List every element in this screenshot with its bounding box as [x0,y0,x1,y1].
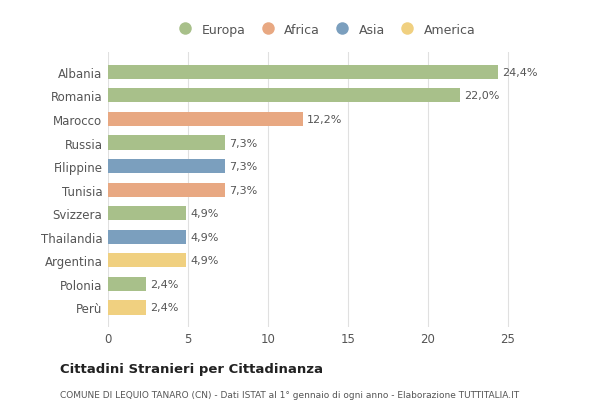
Text: 4,9%: 4,9% [190,256,219,266]
Text: 4,9%: 4,9% [190,232,219,242]
Bar [108,254,187,268]
Text: 2,4%: 2,4% [151,279,179,289]
Bar [108,207,187,221]
Bar [108,277,146,291]
Text: Cittadini Stranieri per Cittadinanza: Cittadini Stranieri per Cittadinanza [60,362,323,375]
Bar [108,112,303,127]
Text: 7,3%: 7,3% [229,162,257,172]
Bar [108,65,499,80]
Text: 2,4%: 2,4% [151,303,179,313]
Bar [108,136,225,150]
Text: 12,2%: 12,2% [307,115,343,125]
Legend: Europa, Africa, Asia, America: Europa, Africa, Asia, America [173,24,475,37]
Bar [108,230,187,244]
Bar [108,301,146,315]
Bar [108,183,225,197]
Bar [108,89,460,103]
Text: COMUNE DI LEQUIO TANARO (CN) - Dati ISTAT al 1° gennaio di ogni anno - Elaborazi: COMUNE DI LEQUIO TANARO (CN) - Dati ISTA… [60,390,519,399]
Text: 24,4%: 24,4% [502,67,538,78]
Text: 7,3%: 7,3% [229,185,257,195]
Bar [108,160,225,174]
Text: 22,0%: 22,0% [464,91,499,101]
Text: 7,3%: 7,3% [229,138,257,148]
Text: 4,9%: 4,9% [190,209,219,219]
